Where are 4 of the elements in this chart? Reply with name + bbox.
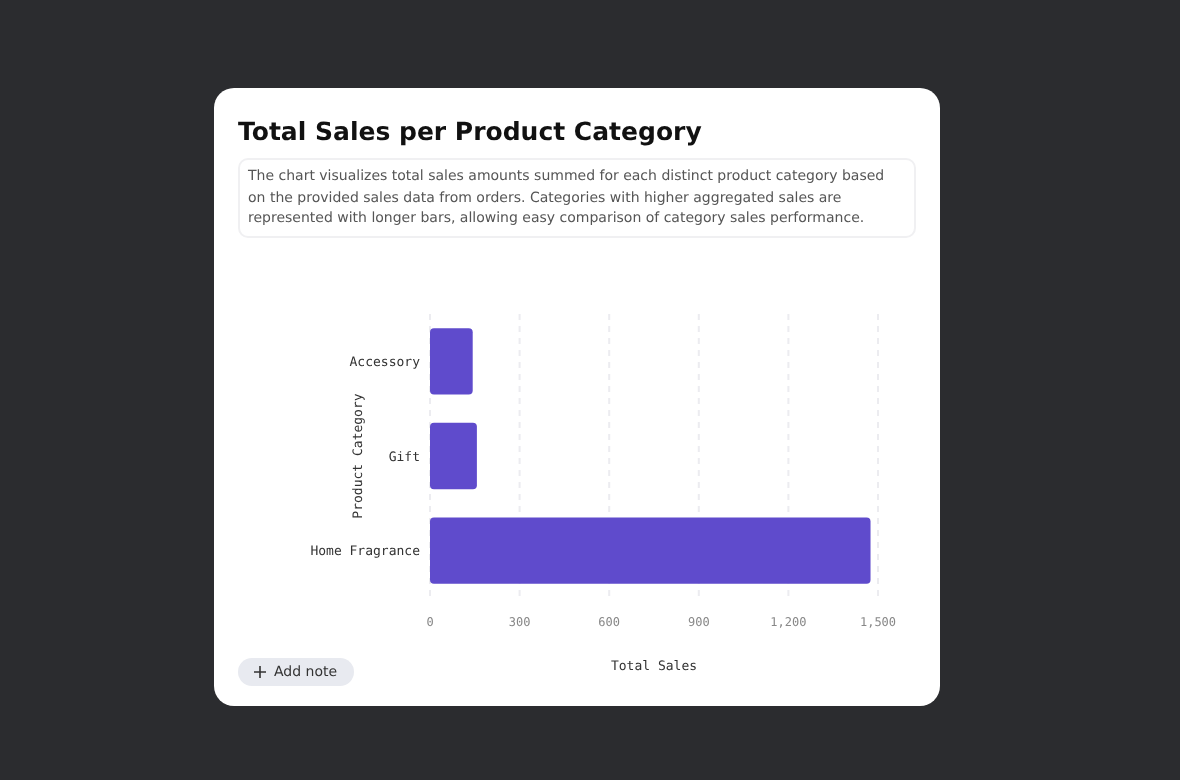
- bar: [430, 327, 473, 394]
- bar: [430, 516, 871, 583]
- bar: [430, 421, 477, 489]
- chart-title: Total Sales per Product Category: [238, 116, 704, 146]
